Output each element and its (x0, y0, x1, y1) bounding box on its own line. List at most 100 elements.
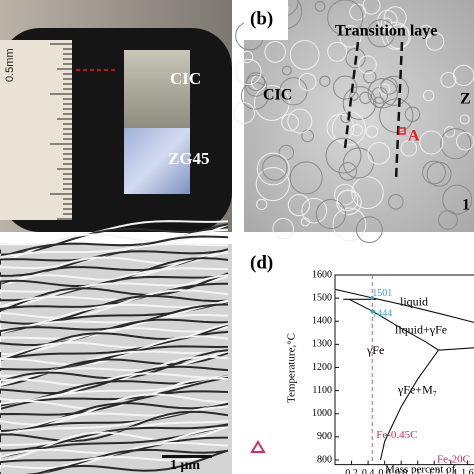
cic-label: CIC (263, 87, 292, 104)
grain (240, 50, 254, 64)
lamella (0, 345, 229, 371)
grain (440, 71, 457, 88)
x-tick-label: 1.2 (428, 468, 441, 474)
point (370, 309, 375, 313)
grain (319, 75, 331, 87)
lamella (0, 448, 229, 474)
grain (438, 210, 458, 230)
lamella (35, 450, 229, 474)
grain (287, 194, 310, 217)
x-tick-label: 1.6 (461, 468, 474, 474)
grain (289, 40, 320, 70)
grain (380, 17, 393, 29)
grain (301, 197, 328, 224)
grain (256, 198, 268, 211)
lamella (0, 251, 229, 287)
y-tick-label: 1500 (312, 292, 332, 303)
lamella (0, 376, 229, 410)
grain (262, 155, 288, 181)
grain (359, 91, 372, 104)
y-tick-label: 1400 (312, 316, 332, 327)
grain (459, 114, 470, 125)
point-label: A (408, 128, 420, 145)
grain (349, 91, 359, 101)
grain (339, 25, 362, 48)
lamella (0, 318, 229, 347)
label-box (244, 0, 288, 40)
logo (250, 440, 266, 453)
y-tick-label: 1200 (312, 362, 332, 373)
grain (350, 123, 363, 137)
lamella (0, 223, 229, 263)
y-tick-label: 1600 (312, 269, 332, 280)
grain (380, 77, 398, 95)
phase-boundary (379, 349, 439, 461)
panel-c: 1 μm (0, 220, 232, 474)
grain (366, 19, 396, 48)
grain (372, 96, 385, 109)
grain (351, 176, 384, 210)
region-label: liquid (400, 294, 428, 308)
grain (349, 3, 367, 21)
lamella (0, 410, 229, 443)
grain (246, 72, 266, 91)
y-tick-label: 1100 (312, 385, 332, 396)
x-tick-label: 1 (415, 468, 420, 474)
x-tick-label: 0.4 (362, 468, 375, 474)
lamella (0, 273, 229, 309)
grain (419, 130, 444, 155)
grain (244, 74, 267, 97)
y-tick-label: 800 (317, 454, 332, 465)
point (370, 296, 375, 300)
region-label: liquid+γFe (395, 323, 447, 337)
grain (289, 161, 323, 195)
cic-layer (124, 50, 190, 130)
grain (338, 162, 358, 181)
grain (325, 137, 362, 174)
grain (379, 98, 414, 133)
y-tick-label: 900 (317, 431, 332, 442)
grain (422, 160, 446, 185)
grain (345, 48, 366, 69)
lamella (0, 390, 229, 418)
zg45-label: ZG45 (168, 149, 210, 168)
grain (443, 126, 456, 138)
panel-bg (244, 244, 474, 474)
axes (334, 274, 474, 466)
boundary-dash (343, 41, 360, 149)
x-tick-label: 1.4 (445, 468, 458, 474)
grain (253, 85, 290, 121)
boundary-dash (394, 41, 404, 181)
lamella (0, 350, 229, 387)
phase-boundary (335, 288, 474, 323)
grain (363, 69, 377, 84)
grain (333, 75, 358, 100)
grain (388, 194, 404, 210)
grain (440, 128, 472, 160)
panel-b: (b) Transition laye CIC Z A 1 (233, 0, 474, 244)
grain (279, 77, 308, 106)
grain (281, 65, 292, 76)
lamella (0, 282, 229, 314)
lamella (0, 313, 229, 343)
cic-label: CIC (170, 69, 201, 88)
grain (419, 24, 433, 39)
x-tick-label: 0.2 (345, 468, 358, 474)
scale-label: 1 μm (170, 458, 200, 473)
grain (355, 216, 383, 244)
grain (422, 89, 435, 102)
z-label: Z (460, 91, 471, 108)
x-tick-label: 0.8 (395, 468, 408, 474)
grain (315, 198, 346, 230)
y-axis-label: Temperature,°C (286, 333, 298, 403)
grain (378, 83, 391, 95)
grain (381, 21, 410, 50)
lamella (0, 220, 229, 246)
lamella (0, 426, 229, 461)
x-axis-label: Mass percent of (385, 464, 456, 474)
grain (332, 207, 367, 242)
point-label: 1444 (372, 308, 392, 319)
grain (255, 166, 290, 202)
grain (264, 41, 287, 63)
